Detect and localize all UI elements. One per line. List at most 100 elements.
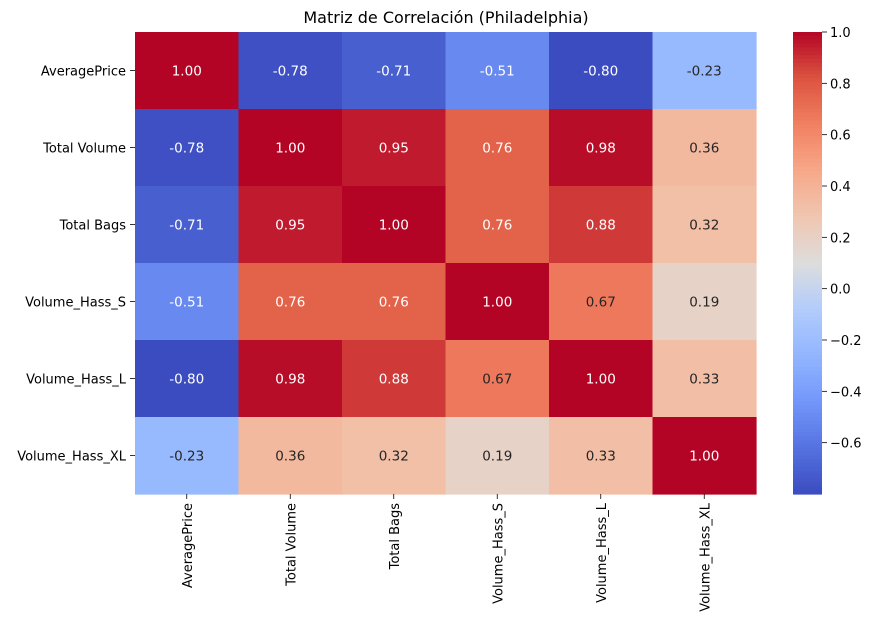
colorbar-segment (793, 343, 822, 349)
colorbar-segment (793, 278, 822, 283)
cell-value-label: 0.67 (586, 295, 616, 311)
colorbar-segment (793, 135, 822, 141)
heatmap-cell (652, 340, 757, 418)
colorbar-segment (793, 236, 822, 241)
x-tick-label: Volume_Hass_S (491, 503, 506, 604)
cell-value-label: -0.23 (687, 64, 722, 80)
cell-value-label: 0.88 (379, 372, 409, 388)
cell-value-label: 0.76 (275, 295, 305, 311)
cell-value-label: 0.32 (689, 218, 719, 234)
colorbar-segment (793, 89, 822, 95)
colorbar-segment (793, 359, 822, 364)
heatmap-cell (342, 109, 447, 187)
heatmap-cell (652, 417, 757, 495)
cell-value-label: 0.33 (689, 372, 719, 388)
colorbar-segment (793, 432, 822, 437)
colorbar-segment (793, 58, 822, 64)
colorbar-segment (793, 78, 822, 83)
heatmap-cell (238, 417, 343, 495)
colorbar-segment (793, 301, 822, 306)
heatmap-cell (238, 340, 343, 418)
colorbar-segment (793, 124, 822, 129)
colorbar-segment (793, 82, 822, 87)
colorbar-segment (793, 467, 822, 472)
cell-value-label: -0.23 (169, 449, 204, 465)
cell-value-label: 0.98 (275, 372, 305, 388)
cell-value-label: 1.00 (482, 295, 512, 311)
colorbar-segment (793, 247, 822, 253)
y-tick-label: Volume_Hass_S (25, 296, 126, 311)
colorbar-segment (793, 478, 822, 484)
heatmap-cell (238, 186, 343, 264)
colorbar-segment (793, 447, 822, 453)
cell-value-label: 0.88 (586, 218, 616, 234)
colorbar-segment (793, 255, 822, 260)
colorbar-tick-label: 0.6 (830, 129, 851, 144)
colorbar-segment (793, 390, 822, 395)
cell-value-label: 0.33 (586, 449, 616, 465)
colorbar-tick-label: −0.4 (830, 385, 862, 400)
cell-value-label: -0.80 (169, 372, 204, 388)
cell-value-label: 0.32 (379, 449, 409, 465)
x-tick-label: Volume_Hass_XL (698, 502, 713, 612)
colorbar-segment (793, 320, 822, 326)
colorbar-segment (793, 147, 822, 152)
heatmap-cell (135, 109, 240, 187)
colorbar-segment (793, 436, 822, 441)
cell-value-label: 0.76 (482, 218, 512, 234)
cell-value-label: -0.78 (273, 64, 308, 80)
heatmap-cell (342, 186, 447, 264)
heatmap-cell (445, 340, 550, 418)
colorbar-segment (793, 363, 822, 368)
colorbar-segment (793, 274, 822, 279)
colorbar-tick-label: 0.4 (830, 180, 851, 195)
colorbar-segment (793, 62, 822, 68)
colorbar-segment (793, 139, 822, 145)
colorbar-tick-label: 1.0 (830, 26, 851, 41)
colorbar-segment (793, 70, 822, 75)
cell-value-label: -0.51 (480, 64, 515, 80)
colorbar: 1.0 0.8 0.6 0.4 0.2 0.0 −0.2 −0.4 −0.6 (793, 26, 862, 495)
colorbar-segment (793, 162, 822, 168)
colorbar-segment (793, 197, 822, 202)
heatmap-cell (652, 263, 757, 341)
cell-value-label: 1.00 (689, 449, 719, 465)
colorbar-segment (793, 35, 822, 41)
colorbar-segment (793, 170, 822, 176)
colorbar-segment (793, 93, 822, 99)
colorbar-segment (793, 155, 822, 160)
colorbar-segment (793, 112, 822, 118)
colorbar-segment (793, 417, 822, 422)
colorbar-segment (793, 424, 822, 430)
colorbar-segment (793, 459, 822, 464)
cell-value-label: 1.00 (586, 372, 616, 388)
colorbar-tick-label: −0.6 (830, 437, 862, 452)
colorbar-segment (793, 120, 822, 125)
colorbar-segment (793, 482, 822, 487)
heatmap-cell (445, 186, 550, 264)
cell-value-label: -0.71 (169, 218, 204, 234)
heatmap-cell (135, 417, 240, 495)
heatmap-cell (549, 32, 654, 110)
colorbar-segment (793, 174, 822, 179)
x-tick-label: Volume_Hass_L (595, 502, 610, 603)
colorbar-segment (793, 189, 822, 195)
colorbar-segment (793, 270, 822, 276)
heatmap-cell (549, 340, 654, 418)
colorbar-segment (793, 182, 822, 187)
heatmap-cell (445, 32, 550, 110)
cell-value-label: 0.95 (379, 141, 409, 157)
colorbar-segment (793, 205, 822, 210)
colorbar-segment (793, 332, 822, 337)
cell-value-label: -0.78 (169, 141, 204, 157)
colorbar-segment (793, 151, 822, 156)
colorbar-segment (793, 305, 822, 310)
cell-value-label: 0.36 (689, 141, 719, 157)
heatmap-cell (135, 263, 240, 341)
heatmap-cell (549, 417, 654, 495)
colorbar-tick-label: 0.2 (830, 231, 851, 246)
colorbar-segment (793, 409, 822, 414)
colorbar-segment (793, 474, 822, 480)
colorbar-segment (793, 39, 822, 45)
colorbar-segment (793, 43, 822, 48)
